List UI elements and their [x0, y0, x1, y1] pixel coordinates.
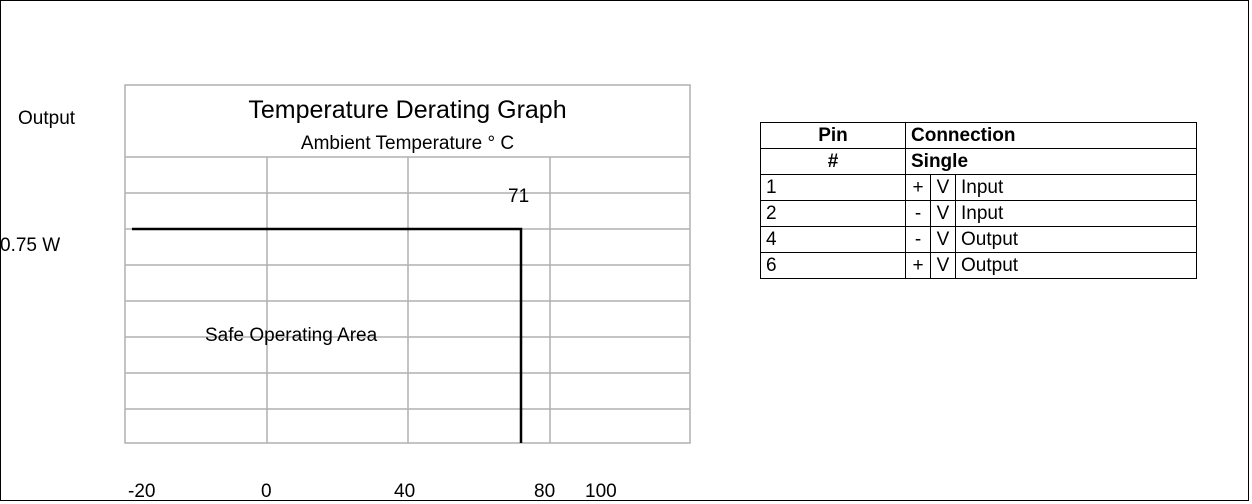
table-header-cell: Pin — [760, 122, 906, 149]
y-axis-label: Output — [18, 108, 76, 129]
table-header-row: # Single — [760, 148, 1197, 175]
table-row: 2 - V Input — [760, 200, 1197, 227]
unit: V — [930, 226, 956, 253]
unit: V — [930, 200, 956, 227]
knee-annotation: 71 — [508, 186, 530, 207]
x-tick-label: 100 — [585, 481, 617, 502]
unit: V — [930, 252, 956, 279]
pin-number: 4 — [760, 226, 906, 253]
table-header-row: Pin Connection — [760, 122, 1197, 149]
pin-number: 1 — [760, 174, 906, 201]
derating-curve — [132, 227, 523, 443]
unit: V — [930, 174, 956, 201]
chart-title: Temperature Derating Graph — [248, 96, 567, 124]
table-header-cell: Single — [905, 148, 1197, 175]
table-header-cell: # — [760, 148, 906, 175]
derating-line — [132, 227, 523, 443]
table-row: 4 - V Output — [760, 226, 1197, 253]
polarity: - — [905, 200, 931, 227]
x-tick-label: 0 — [261, 481, 272, 502]
connection-name: Output — [955, 252, 1197, 279]
chart-subtitle: Ambient Temperature ° C — [300, 133, 515, 154]
pin-number: 2 — [760, 200, 906, 227]
polarity: + — [905, 174, 931, 201]
connection-name: Output — [955, 226, 1197, 253]
x-tick-label: -20 — [128, 481, 156, 502]
polarity: + — [905, 252, 931, 279]
table-row: 1 + V Input — [760, 174, 1197, 201]
x-tick-label: 40 — [394, 481, 416, 502]
pin-number: 6 — [760, 252, 906, 279]
x-tick-label: 80 — [534, 481, 556, 502]
polarity: - — [905, 226, 931, 253]
region-label: Safe Operating Area — [205, 325, 378, 346]
y-tick-label: 0.75 W — [0, 235, 61, 256]
connection-name: Input — [955, 174, 1197, 201]
table-header-cell: Connection — [905, 122, 1197, 149]
connection-name: Input — [955, 200, 1197, 227]
table-row: 6 + V Output — [760, 252, 1197, 279]
pin-connection-table: Pin Connection # Single 1 + V Input 2 - … — [760, 122, 1197, 279]
